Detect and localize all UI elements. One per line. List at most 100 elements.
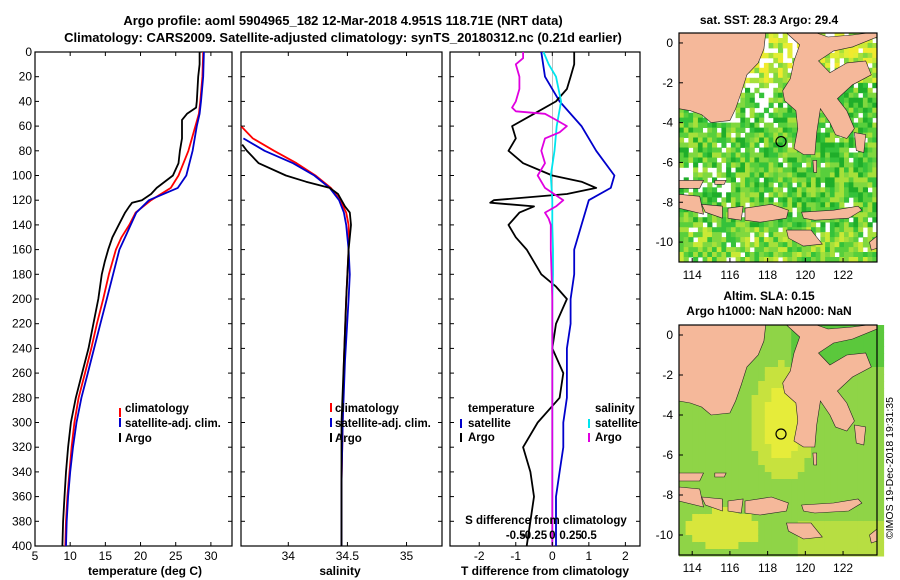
sla-cell [771, 367, 779, 375]
sst-cell [778, 152, 784, 158]
sla-cell [837, 437, 845, 445]
sst-cell [829, 247, 835, 253]
sla-cell [797, 444, 805, 452]
sst-cell [815, 207, 821, 213]
sst-cell [872, 147, 878, 153]
sst-cell [759, 222, 765, 228]
sla-cell [738, 542, 746, 550]
sla-cell [738, 458, 746, 466]
sla-cell [870, 374, 878, 382]
sst-cell [773, 172, 779, 178]
sla-cell [791, 430, 799, 438]
sla-cell [764, 535, 772, 543]
sst-cell [787, 242, 793, 248]
sst-cell [697, 172, 703, 178]
sst-cell [721, 242, 727, 248]
sla-cell [731, 409, 739, 417]
sst-cell [782, 82, 788, 89]
sst-cell [862, 252, 868, 258]
sst-cell [726, 137, 732, 143]
sst-cell [763, 252, 769, 258]
sla-cell [824, 430, 832, 438]
sst-cell [693, 127, 699, 133]
sst-cell [787, 177, 793, 183]
sst-cell [853, 197, 859, 203]
sst-cell [726, 237, 732, 243]
sst-cell [749, 67, 755, 74]
sla-cell [857, 444, 865, 452]
sla-cell [877, 402, 885, 410]
sst-cell [853, 212, 859, 218]
sst-cell [839, 137, 845, 143]
sla-cell [877, 514, 885, 522]
ytick-label-0: 0 [25, 45, 32, 59]
sla-map-frame [678, 324, 878, 556]
sst-cell [867, 147, 873, 153]
sla-cell [877, 395, 885, 403]
sla-cell [751, 381, 759, 389]
sla-cell [758, 430, 766, 438]
sst-cell [834, 62, 840, 69]
sst-cell [848, 167, 854, 173]
sla-xtick-label-118: 118 [758, 561, 777, 575]
sst-cell [735, 122, 741, 128]
sla-cell [797, 514, 805, 522]
sla-cell [791, 409, 799, 417]
sla-cell [758, 479, 766, 487]
sla-cell [877, 507, 885, 515]
sla-cell [784, 409, 792, 417]
figure-title-line1: Argo profile: aoml 5904965_182 12-Mar-20… [123, 13, 562, 28]
sst-cell [759, 147, 765, 153]
sst-cell [726, 192, 732, 198]
sst-cell [853, 232, 859, 238]
xtick-label-20: 20 [134, 549, 148, 563]
sst-cell [759, 192, 765, 198]
sst-cell [844, 222, 850, 228]
sst-cell [834, 147, 840, 153]
sla-cell [731, 430, 739, 438]
sst-cell [707, 227, 713, 233]
sst-cell [825, 202, 831, 208]
sla-cell [764, 521, 772, 529]
sst-cell [683, 117, 689, 123]
sla-cell [751, 521, 759, 529]
sst-cell [801, 247, 807, 253]
sst-cell [773, 237, 779, 243]
sla-cell [837, 451, 845, 459]
sst-cell [740, 117, 746, 123]
sla-cell [804, 500, 812, 508]
sst-cell [749, 187, 755, 193]
sst-cell [683, 157, 689, 163]
sla-cell [877, 549, 885, 557]
sst-cell [778, 192, 784, 198]
sla-cell [817, 493, 825, 501]
sla-cell [811, 500, 819, 508]
sla-cell [863, 416, 871, 424]
sla-cell [764, 395, 772, 403]
sst-cell [862, 182, 868, 188]
series-s-argo-line [511, 52, 568, 546]
sla-cell [705, 542, 713, 550]
sst-cell [853, 97, 859, 104]
sla-cell [685, 514, 693, 522]
sst-cell [787, 207, 793, 213]
sst-cell [683, 257, 689, 263]
legend3-s-argo: Argo [595, 432, 622, 444]
sst-cell [778, 242, 784, 248]
sst-cell [825, 177, 831, 183]
sla-cell [778, 402, 786, 410]
sst-xtick-label-114: 114 [683, 268, 702, 282]
sst-cell [782, 257, 788, 263]
sst-cell [820, 172, 826, 178]
sst-cell [679, 252, 685, 258]
sla-cell [771, 458, 779, 466]
legend3-s-satellite: satellite [595, 418, 638, 430]
sst-cell [787, 257, 793, 263]
sst-cell [735, 237, 741, 243]
sst-cell [820, 147, 826, 153]
sst-cell [858, 122, 864, 128]
sla-cell [679, 465, 687, 473]
sla-cell [870, 549, 878, 557]
sst-cell [726, 217, 732, 223]
